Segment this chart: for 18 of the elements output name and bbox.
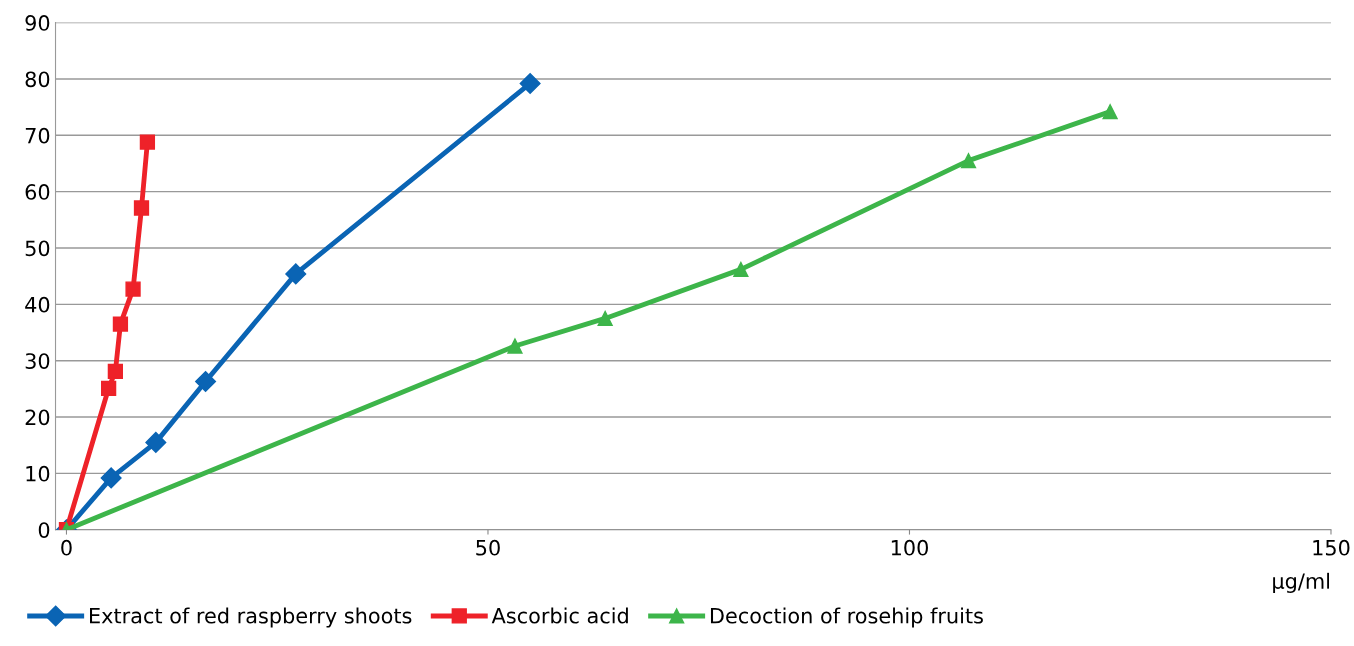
y-tick-label: 20 (25, 409, 50, 426)
legend-label: Ascorbic acid (491, 607, 628, 624)
y-tick-label: 30 (25, 353, 50, 369)
y-tick-label: 80 (25, 71, 50, 88)
legend-label: Extract of red raspberry shoots (90, 607, 412, 628)
y-tick-label: 40 (25, 296, 50, 313)
legend-label: Decoction of rosehip fruits (710, 607, 983, 628)
x-axis-title: µg/ml (1273, 572, 1330, 593)
y-tick-label: 50 (25, 240, 50, 257)
x-tick-label: 100 (891, 539, 928, 556)
x-tick-label: 150 (1313, 539, 1350, 556)
y-tick-label: 70 (25, 127, 50, 144)
y-tick-label: 60 (25, 184, 50, 200)
y-tick-label: 10 (26, 465, 50, 482)
x-tick-label: 0 (61, 539, 72, 556)
y-tick-label: 90 (25, 15, 50, 31)
y-tick-label: 0 (38, 522, 50, 538)
x-tick-label: 50 (476, 539, 500, 556)
